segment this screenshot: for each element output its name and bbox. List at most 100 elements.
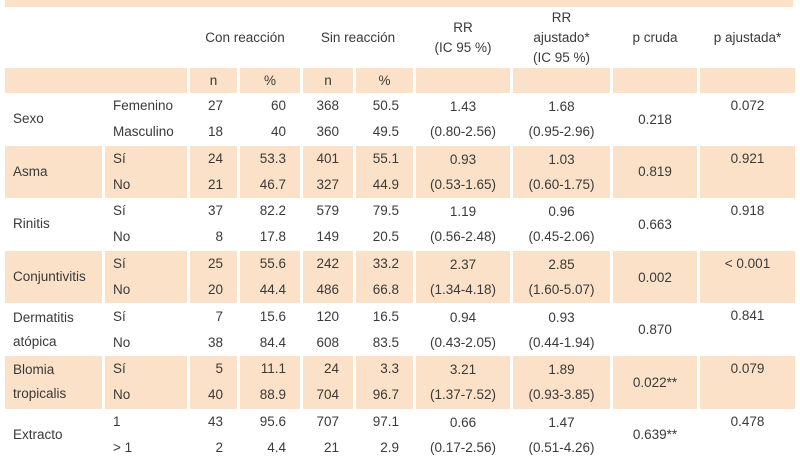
cell-pct-con: 11.1 88.9 — [240, 355, 300, 409]
col-header-label: Con reacción — [205, 29, 285, 45]
cell-rr-ajustado: 2.85 (1.60-5.07) — [513, 250, 610, 304]
category-value: Sí — [113, 203, 126, 219]
cell-pct-con: 95.6 4.4 — [240, 408, 300, 458]
p-value: < 0.001 — [724, 255, 771, 271]
p-value: 0.918 — [730, 203, 765, 219]
row-label-text: Dermatitis atópica — [13, 309, 74, 349]
cell-rr-ajustado: 1.47 (0.51-4.26) — [513, 408, 610, 458]
cell-p-cruda: 0.663 — [613, 198, 697, 251]
p-value: 0.841 — [730, 308, 765, 324]
col-header-line: RR — [551, 9, 572, 25]
cell-p-ajustada: < 0.001 — [700, 250, 795, 304]
row-categories: Sí No — [105, 303, 187, 356]
value: 21 — [207, 176, 223, 192]
cell-n-con: 24 21 — [190, 145, 237, 199]
cell-rr: 1.19 (0.56-2.48) — [416, 198, 510, 251]
value: 579 — [316, 203, 339, 219]
value: 2 — [215, 439, 223, 455]
subheader-empty-cell — [5, 68, 187, 93]
value: 368 — [316, 98, 339, 114]
col-header-sin-reaccion: Sin reacción — [303, 7, 413, 68]
value: 55.1 — [372, 150, 399, 166]
subheader-empty-cell — [513, 68, 610, 93]
cell-pct-con: 15.6 84.4 — [240, 303, 300, 356]
rr-ci: (0.80-2.56) — [429, 124, 497, 140]
p-value: 0.639** — [632, 427, 678, 443]
value: 3.3 — [380, 361, 399, 377]
rr-adj-value: 1.03 — [548, 151, 575, 167]
cell-rr-ajustado: 1.03 (0.60-1.75) — [513, 145, 610, 199]
cell-pct-con: 82.2 17.8 — [240, 198, 300, 251]
category-value: > 1 — [113, 439, 133, 455]
subheader-empty-cell — [700, 68, 795, 93]
cell-n-sin: 401 327 — [303, 145, 353, 199]
rr-adj-ci: (0.45-2.06) — [528, 229, 595, 245]
p-value: 0.870 — [638, 322, 672, 338]
value: 608 — [316, 334, 339, 350]
cell-p-ajustada: 0.921 — [700, 145, 795, 199]
cell-n-sin: 579 149 — [303, 198, 353, 251]
rr-value: 1.43 — [449, 99, 477, 115]
value: 33.2 — [372, 256, 399, 272]
cell-n-sin: 707 21 — [303, 408, 353, 458]
value: 24 — [323, 361, 339, 377]
cell-n-con: 27 18 — [190, 93, 237, 146]
col-header-label: Sin reacción — [320, 29, 396, 45]
cell-p-ajustada: 0.079 — [700, 355, 795, 409]
value: 15.6 — [259, 308, 286, 324]
category-value: 1 — [113, 413, 121, 429]
value: 327 — [316, 176, 339, 192]
row-label: Sexo — [5, 93, 102, 146]
value: 55.6 — [259, 256, 286, 272]
value: 95.6 — [259, 413, 286, 429]
cell-p-ajustada: 0.478 — [700, 408, 795, 458]
cell-p-ajustada: 0.918 — [700, 198, 795, 251]
subheader-empty-cell — [416, 68, 510, 93]
col-header-p-cruda: p cruda — [613, 7, 697, 68]
row-label-text: Sexo — [13, 111, 44, 127]
row-categories: Sí No — [105, 198, 187, 251]
rr-adj-value: 1.68 — [548, 99, 575, 115]
cell-rr: 3.21 (1.37-7.52) — [416, 355, 510, 409]
category-value: Sí — [113, 150, 126, 166]
cell-n-con: 43 2 — [190, 408, 237, 458]
value: 88.9 — [259, 387, 286, 403]
value: 704 — [316, 387, 339, 403]
rr-value: 0.93 — [449, 151, 477, 167]
p-value: 0.478 — [730, 413, 765, 429]
cell-p-cruda: 0.218 — [613, 93, 697, 146]
value: 21 — [323, 439, 339, 455]
value: 53.3 — [259, 150, 286, 166]
rr-ci: (0.53-1.65) — [429, 176, 497, 192]
cell-pct-sin: 79.5 20.5 — [356, 198, 413, 251]
p-value: 0.921 — [730, 150, 765, 166]
cell-rr-ajustado: 0.96 (0.45-2.06) — [513, 198, 610, 251]
value: 486 — [316, 282, 339, 298]
category-value: No — [113, 229, 131, 245]
subheader-pct-con: % — [240, 68, 300, 93]
rr-adj-value: 0.96 — [548, 204, 575, 220]
cell-rr: 1.43 (0.80-2.56) — [416, 93, 510, 146]
cell-rr: 0.66 (0.17-2.56) — [416, 408, 510, 458]
col-header-line: ajustado* — [533, 29, 590, 45]
rr-value: 3.21 — [449, 362, 477, 378]
value: 37 — [207, 203, 223, 219]
value: 2.9 — [380, 439, 399, 455]
row-label-text: Conjuntivitis — [13, 269, 86, 285]
col-header-label: p cruda — [632, 29, 678, 45]
value: 120 — [316, 308, 339, 324]
value: 43 — [207, 413, 223, 429]
rr-adj-ci: (0.44-1.94) — [528, 334, 595, 350]
row-label-text: Extracto — [13, 426, 63, 442]
rr-ci: (1.34-4.18) — [429, 282, 497, 298]
rr-value: 2.37 — [449, 257, 477, 273]
row-label: Asma — [5, 145, 102, 199]
value: 7 — [215, 308, 223, 324]
category-value: Sí — [113, 361, 126, 377]
rr-adj-ci: (0.51-4.26) — [528, 439, 595, 455]
p-value: 0.002 — [638, 269, 672, 285]
row-label: Dermatitis atópica — [5, 303, 102, 356]
cell-pct-sin: 3.3 96.7 — [356, 355, 413, 409]
cell-rr-ajustado: 0.93 (0.44-1.94) — [513, 303, 610, 356]
